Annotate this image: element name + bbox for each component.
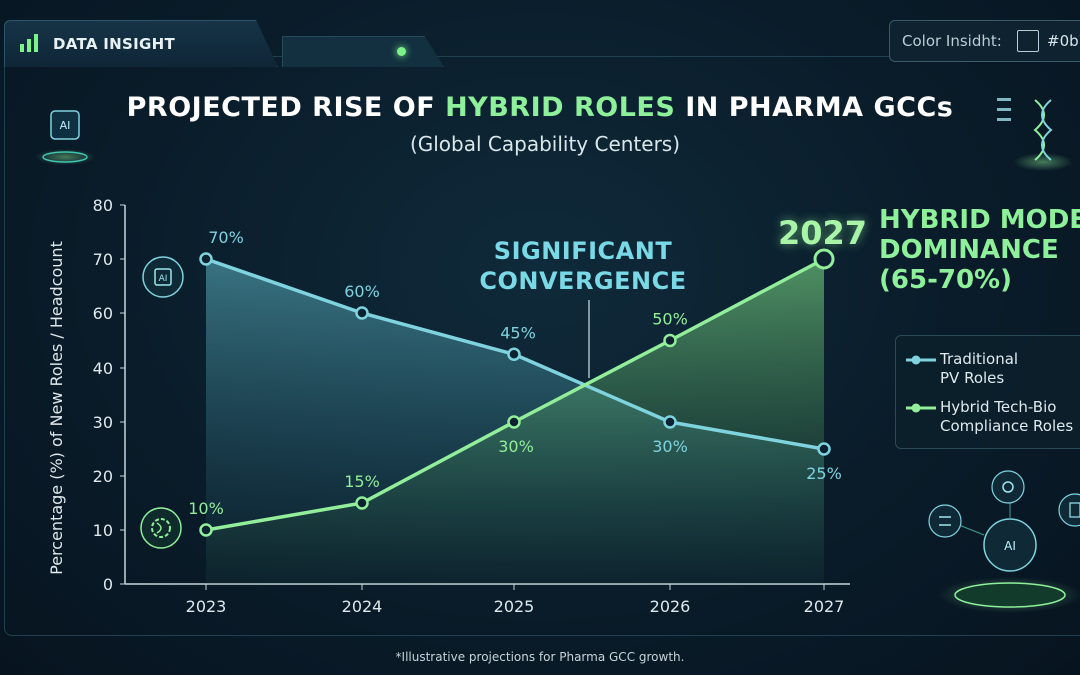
legend-traditional-line1: Traditional (940, 350, 1019, 368)
data-point-traditional (355, 306, 369, 320)
svg-text:AI: AI (60, 119, 71, 132)
data-point-traditional (663, 415, 677, 429)
y-axis-label: Percentage (%) of New Roles / Headcount (47, 241, 66, 575)
data-label-traditional: 30% (652, 437, 688, 456)
title-part2: IN PHARMA GCCs (675, 92, 954, 123)
convergence-line1: SIGNIFICANT (493, 237, 673, 265)
y-tick-label: 70 (93, 250, 113, 269)
color-hex-value: #0b7 (1047, 32, 1080, 50)
dominance-line1: HYBRID MODEL (879, 205, 1080, 235)
legend-swatch-hybrid (906, 403, 936, 413)
hand-cog-icon (991, 470, 1025, 504)
convergence-line2: CONVERGENCE (479, 267, 687, 295)
data-point-traditional (199, 252, 213, 266)
color-insight-label: Color Insidht: (902, 32, 1002, 50)
x-tick-label: 2023 (186, 597, 227, 616)
data-point-hybrid (199, 523, 213, 537)
circuit-icon (928, 504, 962, 538)
brain-ai-icon: AI (938, 500, 1080, 613)
data-point-hybrid (507, 415, 521, 429)
data-label-traditional: 70% (208, 228, 244, 247)
legend-traditional-line2: PV Roles (940, 369, 1005, 387)
title-part1: PROJECTED RISE OF (126, 92, 446, 123)
svg-text:AI: AI (159, 274, 168, 284)
year-callout: 2027 (778, 214, 868, 252)
x-tick-label: 2027 (804, 597, 845, 616)
y-tick-label: 10 (93, 521, 113, 540)
y-tick-label: 20 (93, 467, 113, 486)
page-subtitle: (Global Capability Centers) (409, 132, 681, 156)
data-label-hybrid: 30% (498, 437, 534, 456)
data-label-hybrid: 15% (344, 472, 380, 491)
legend-hybrid-line2: Compliance Roles (940, 417, 1074, 435)
gear-dna-icon (140, 507, 182, 549)
status-dot-icon (397, 47, 406, 56)
data-insight-tab[interactable]: DATA INSIGHT (4, 20, 278, 67)
data-insight-label: DATA INSIGHT (53, 35, 176, 53)
footnote: *Illustrative projections for Pharma GCC… (395, 650, 685, 664)
x-tick-label: 2025 (494, 597, 535, 616)
checklist-icon (1058, 493, 1080, 527)
x-tick-label: 2024 (342, 597, 383, 616)
x-tick-label: 2026 (650, 597, 691, 616)
dominance-line2: DOMINANCE (879, 235, 1059, 265)
color-swatch[interactable] (1017, 30, 1039, 52)
svg-text:AI: AI (1004, 539, 1016, 553)
dominance-line3: (65-70%) (879, 265, 1012, 295)
page-title: PROJECTED RISE OF HYBRID ROLES IN PHARMA… (0, 92, 1080, 123)
data-point-traditional (817, 442, 831, 456)
data-label-traditional: 60% (344, 282, 380, 301)
data-point-hybrid (663, 333, 677, 348)
dna-icon (997, 98, 1073, 171)
chart-legend: Traditional PV Roles Hybrid Tech-Bio Com… (895, 335, 1080, 449)
data-label-traditional: 25% (806, 464, 842, 483)
bar-chart-icon (20, 34, 38, 52)
dominance-annotation: HYBRID MODEL DOMINANCE (65-70%) (879, 205, 1080, 295)
ai-hologram-icon: AI (35, 110, 95, 165)
y-tick-label: 60 (93, 304, 113, 323)
data-point-traditional (507, 347, 521, 361)
ai-chip-icon: AI (142, 256, 184, 298)
chart-panel-frame (4, 56, 1080, 636)
data-point-hybrid (355, 496, 369, 510)
y-tick-label: 0 (103, 575, 113, 594)
y-tick-label: 80 (93, 196, 113, 215)
legend-swatch-traditional (906, 355, 936, 365)
title-highlight: HYBRID ROLES (445, 92, 676, 123)
data-label-hybrid: 10% (188, 499, 224, 518)
legend-hybrid-line1: Hybrid Tech-Bio (940, 398, 1057, 416)
data-label-hybrid: 50% (652, 310, 688, 329)
convergence-annotation: SIGNIFICANT CONVERGENCE (478, 236, 688, 296)
color-insight-box[interactable]: Color Insidht: #0b7 (889, 20, 1080, 62)
y-tick-label: 40 (93, 359, 113, 378)
data-point-hybrid (813, 248, 835, 270)
y-tick-label: 30 (93, 413, 113, 432)
data-label-traditional: 45% (500, 323, 536, 342)
